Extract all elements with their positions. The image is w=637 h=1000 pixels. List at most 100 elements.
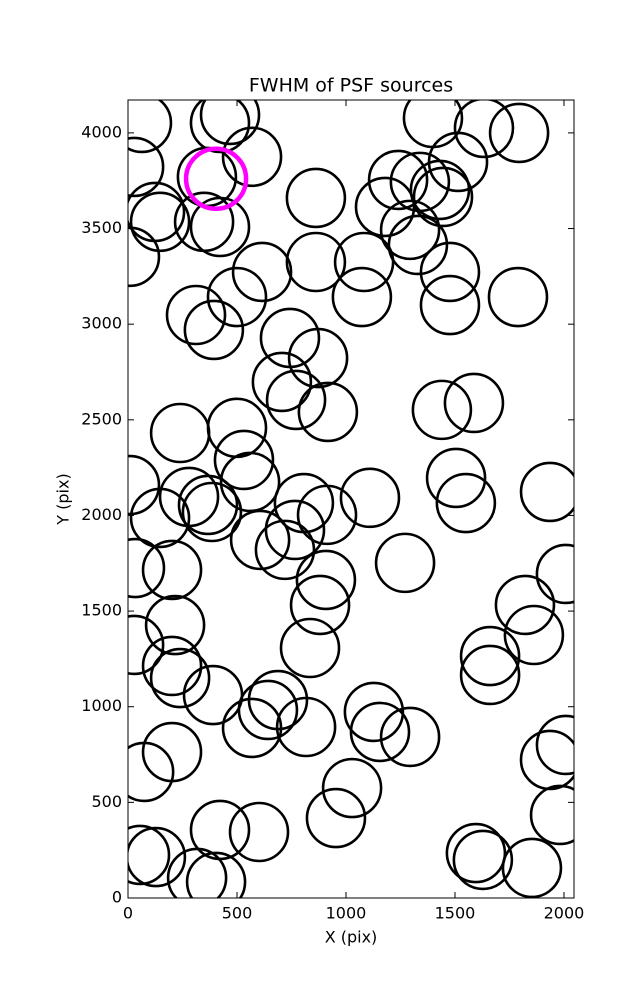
source-circle (181, 481, 243, 543)
source-circle (387, 214, 449, 276)
source-circle (129, 191, 191, 253)
source-circle (279, 617, 341, 679)
x-tick-label: 1500 (435, 904, 476, 923)
plot-frame (127, 99, 575, 899)
x-axis-label: X (pix) (325, 928, 378, 947)
source-circle (128, 226, 161, 288)
source-circle (199, 100, 261, 146)
source-circle (402, 100, 464, 149)
source-circle (427, 131, 489, 193)
source-circle (183, 299, 245, 361)
source-circle (459, 644, 521, 706)
source-circle (228, 801, 290, 863)
source-circle (128, 100, 173, 154)
y-tick-label: 4000 (81, 122, 122, 141)
y-tick-label: 1000 (81, 696, 122, 715)
y-tick-label: 2500 (81, 409, 122, 428)
y-tick-label: 2000 (81, 505, 122, 524)
source-circle (343, 681, 405, 743)
source-circle (411, 379, 473, 441)
source-circle (519, 729, 574, 791)
source-circle (367, 149, 429, 211)
y-tick-label: 500 (91, 792, 122, 811)
source-circle (285, 167, 347, 229)
source-circle (349, 701, 411, 763)
source-circle (297, 381, 359, 443)
x-tick-label: 1000 (326, 904, 367, 923)
source-circle (374, 532, 436, 594)
source-circle (412, 166, 474, 228)
y-axis-label: Y (pix) (54, 473, 73, 525)
highlight-circle (183, 146, 249, 212)
source-circle (229, 509, 291, 571)
source-circle (494, 574, 556, 636)
source-circle (177, 474, 239, 536)
source-circle (128, 181, 186, 243)
source-circle (265, 369, 327, 431)
source-circle (503, 604, 565, 666)
source-circle (529, 784, 574, 846)
source-circle (219, 451, 281, 513)
source-circle (128, 136, 165, 198)
plot-area (128, 100, 574, 898)
source-circle (254, 519, 316, 581)
source-circle (128, 824, 171, 886)
source-circle (435, 472, 497, 534)
source-circle (128, 614, 165, 676)
source-circle (237, 679, 299, 741)
source-circle (189, 196, 251, 258)
x-tick-label: 500 (222, 904, 253, 923)
source-circle (321, 757, 383, 819)
source-circle (488, 102, 550, 164)
source-circle (128, 537, 166, 599)
source-circle (443, 372, 505, 434)
source-circle (149, 647, 211, 709)
source-circle (459, 625, 521, 687)
source-circle (535, 543, 574, 605)
source-circle (185, 851, 247, 898)
source-circle (419, 274, 481, 336)
source-circle (285, 231, 347, 293)
source-circle (295, 549, 357, 611)
source-circle (379, 199, 441, 261)
source-circle (264, 499, 326, 561)
y-tick-label: 0 (112, 888, 122, 907)
source-circle (487, 266, 549, 328)
source-circle (141, 539, 203, 601)
y-tick-label: 1500 (81, 601, 122, 620)
source-circle (221, 126, 283, 188)
source-circle (251, 351, 313, 413)
source-circle (231, 241, 293, 303)
y-tick-label: 3500 (81, 218, 122, 237)
source-circle (445, 822, 507, 884)
source-circle (128, 826, 187, 888)
source-circle (128, 454, 161, 516)
source-circle (354, 176, 416, 238)
source-circle (331, 266, 393, 328)
source-circle (339, 467, 401, 529)
chart-title: FWHM of PSF sources (249, 75, 453, 97)
source-circle (165, 284, 227, 346)
x-tick-label: 0 (123, 904, 133, 923)
source-circle (206, 266, 268, 328)
source-circle (452, 829, 514, 891)
source-circle (519, 461, 574, 523)
source-circle (296, 484, 358, 546)
source-circle (128, 741, 175, 803)
source-circle (213, 429, 275, 491)
source-circle (453, 100, 515, 159)
source-circle (144, 594, 206, 656)
source-circle (166, 847, 228, 898)
source-circle (221, 697, 283, 759)
y-tick-label: 3000 (81, 314, 122, 333)
source-circle (287, 327, 349, 389)
source-circle (535, 714, 574, 776)
source-circle (379, 706, 441, 768)
x-tick-label: 2000 (544, 904, 585, 923)
source-circle (305, 787, 367, 849)
source-circle (419, 241, 481, 303)
source-circle (182, 664, 244, 726)
source-circle (425, 447, 487, 509)
source-circle (149, 402, 211, 464)
